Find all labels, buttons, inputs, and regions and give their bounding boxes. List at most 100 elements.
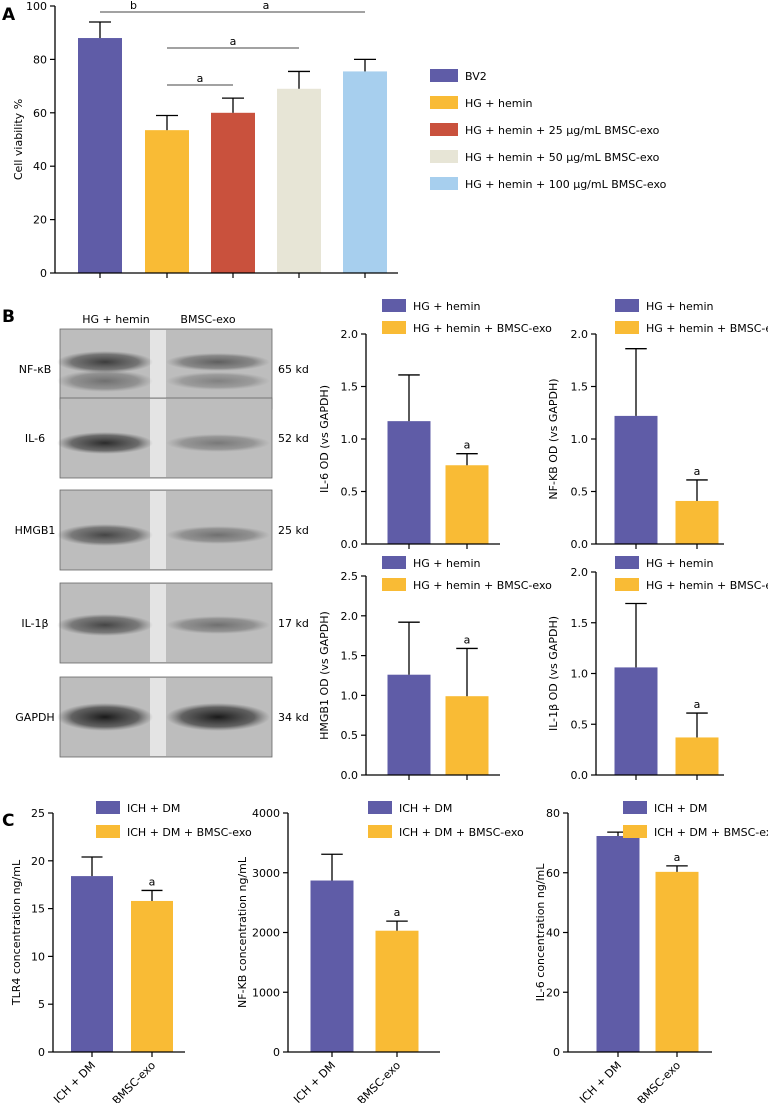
y-tick-label-B-IL1b-2: 1.0 (571, 668, 589, 681)
y-tick-label-B-HMGB1-5: 2.5 (341, 570, 359, 583)
bar-B-IL6-0 (387, 421, 431, 544)
legend-label-A-0: BV2 (465, 70, 487, 83)
y-axis-title-B-IL6: IL-6 OD (vs GAPDH) (318, 385, 331, 493)
blot-size-label-1: 52 kd (278, 432, 309, 445)
panel-label-a: A (2, 5, 16, 25)
legend-swatch-C-NFkB-1 (368, 825, 392, 838)
legend-label-B-IL1b-0: HG + hemin (646, 557, 714, 570)
blot-lane-gap-0 (150, 330, 166, 408)
chart-b-hmgb1: a 0.0 0.5 1.0 1.5 2.0 2.5 HMGB1 OD (vs GAPDH) HG… (318, 556, 552, 782)
blot-band-exo-3-0 (166, 616, 270, 634)
blot-size-label-3: 17 kd (278, 617, 309, 630)
legend-label-C-IL6-1: ICH + DM + BMSC-exo (654, 826, 768, 839)
y-tick-label-C-NFkB-4: 4000 (252, 807, 280, 820)
y-tick-label-A-0: 0 (40, 267, 47, 280)
blot-band-hemin-0-0 (57, 351, 153, 373)
blot-header-hemin: HG + hemin (82, 313, 150, 326)
y-tick-label-B-IL6-3: 1.5 (341, 381, 359, 394)
x-tick-label-C-TLR4-0: ICH + DM (51, 1059, 98, 1103)
legend-label-B-HMGB1-1: HG + hemin + BMSC-exo (413, 579, 552, 592)
sig-mark-C-IL6-1: a (674, 851, 681, 864)
blot-band-hemin-3-0 (57, 614, 153, 636)
western-blot: HG + hemin BMSC-exo NF-κB 65 kd IL-6 52 kd H… (15, 313, 309, 758)
bar-C-NFkB-1 (375, 930, 419, 1052)
blot-band-exo-1-0 (166, 434, 270, 452)
bar-B-NFkB-0 (614, 415, 658, 544)
bar-C-TLR4-0 (71, 876, 113, 1052)
y-tick-label-B-HMGB1-2: 1.0 (341, 689, 359, 702)
legend-swatch-B-HMGB1-1 (382, 578, 406, 591)
bar-B-HMGB1-0 (387, 674, 431, 775)
legend-swatch-A-2 (430, 123, 458, 136)
y-tick-label-B-IL1b-0: 0.0 (571, 769, 589, 782)
chart-c-tlr4: a 0 5 10 15 20 25 ICH + DM BMSC-exo TLR4 concentr… (10, 801, 252, 1103)
legend-label-B-NFkB-1: HG + hemin + BMSC-exo (646, 322, 768, 335)
legend-swatch-C-TLR4-0 (96, 801, 120, 814)
bar-A-1 (145, 130, 189, 273)
blot-protein-label-2: HMGB1 (15, 524, 56, 537)
blot-lane-gap-3 (150, 584, 166, 662)
bar-B-IL6-1 (445, 465, 489, 544)
chart-a-cell-viability: 0 20 40 60 80 100 Cell viability % BV2 HG + hemi… (12, 0, 667, 280)
bar-A-3 (277, 88, 321, 274)
sig-mark-B-IL6-1: a (464, 439, 471, 452)
bar-C-NFkB-0 (310, 880, 354, 1052)
y-tick-label-B-HMGB1-3: 1.5 (341, 650, 359, 663)
y-tick-label-B-NFkB-0: 0.0 (571, 538, 589, 551)
y-axis-title-A: Cell viability % (12, 99, 25, 180)
blot-lane-gap-2 (150, 491, 166, 569)
y-tick-label-C-IL6-0: 0 (553, 1046, 560, 1059)
y-tick-label-B-IL1b-4: 2.0 (571, 566, 589, 579)
legend-label-A-4: HG + hemin + 100 μg/mL BMSC-exo (465, 178, 667, 191)
y-tick-label-C-IL6-4: 80 (546, 807, 560, 820)
y-tick-label-B-NFkB-2: 1.0 (571, 433, 589, 446)
chart-b-il1b: a 0.0 0.5 1.0 1.5 2.0 IL-1β OD (vs GAPDH) HG + … (547, 556, 768, 782)
y-tick-label-C-NFkB-3: 3000 (252, 867, 280, 880)
legend-label-A-2: HG + hemin + 25 μg/mL BMSC-exo (465, 124, 660, 137)
chart-b-il6: a 0.0 0.5 1.0 1.5 2.0 IL-6 OD (vs GAPDH) HG + h… (318, 299, 552, 551)
y-tick-label-A-2: 40 (33, 160, 47, 173)
legend-swatch-A-3 (430, 150, 458, 163)
legend-swatch-C-TLR4-1 (96, 825, 120, 838)
legend-label-C-NFkB-1: ICH + DM + BMSC-exo (399, 826, 524, 839)
blot-protein-label-0: NF-κB (19, 363, 52, 376)
legend-swatch-B-NFkB-0 (615, 299, 639, 312)
legend-label-B-IL6-0: HG + hemin (413, 300, 481, 313)
blot-protein-label-3: IL-1β (21, 617, 48, 630)
y-tick-label-C-TLR4-2: 10 (31, 950, 45, 963)
x-tick-label-C-TLR4-1: BMSC-exo (110, 1059, 158, 1103)
y-tick-label-C-TLR4-3: 15 (31, 903, 45, 916)
y-tick-label-C-TLR4-4: 20 (31, 855, 45, 868)
blot-band-exo-4-0 (166, 703, 270, 731)
sig-label-2: a (230, 35, 237, 48)
bar-B-NFkB-1 (675, 500, 719, 544)
y-tick-label-B-IL6-0: 0.0 (341, 538, 359, 551)
legend-swatch-A-0 (430, 69, 458, 82)
bar-A-4 (343, 71, 387, 273)
legend-label-C-TLR4-1: ICH + DM + BMSC-exo (127, 826, 252, 839)
y-tick-label-A-4: 80 (33, 53, 47, 66)
y-tick-label-B-NFkB-3: 1.5 (571, 381, 589, 394)
sig-mark-C-NFkB-1: a (394, 906, 401, 919)
x-tick-label-C-IL6-0: ICH + DM (577, 1059, 624, 1103)
blot-header-exo: BMSC-exo (180, 313, 235, 326)
y-tick-label-B-HMGB1-4: 2.0 (341, 610, 359, 623)
legend-label-B-IL6-1: HG + hemin + BMSC-exo (413, 322, 552, 335)
legend-label-B-IL1b-1: HG + hemin + BMSC-exo (646, 579, 768, 592)
bar-A-2 (211, 112, 255, 273)
x-tick-label-C-IL6-1: BMSC-exo (635, 1059, 683, 1103)
legend-label-C-NFkB-0: ICH + DM (399, 802, 452, 815)
y-tick-label-B-IL6-2: 1.0 (341, 433, 359, 446)
bar-A-0 (78, 38, 122, 273)
sig-mark-B-NFkB-1: a (694, 465, 701, 478)
blot-lane-gap-4 (150, 678, 166, 756)
blot-band-hemin-0-1 (57, 370, 153, 392)
bar-C-IL6-0 (596, 836, 640, 1052)
y-tick-label-C-TLR4-5: 25 (31, 807, 45, 820)
panel-label-b: B (2, 307, 15, 327)
legend-swatch-A-1 (430, 96, 458, 109)
y-tick-label-A-5: 100 (26, 0, 47, 13)
y-tick-label-B-IL1b-3: 1.5 (571, 617, 589, 630)
x-tick-label-C-NFkB-1: BMSC-exo (355, 1059, 403, 1103)
